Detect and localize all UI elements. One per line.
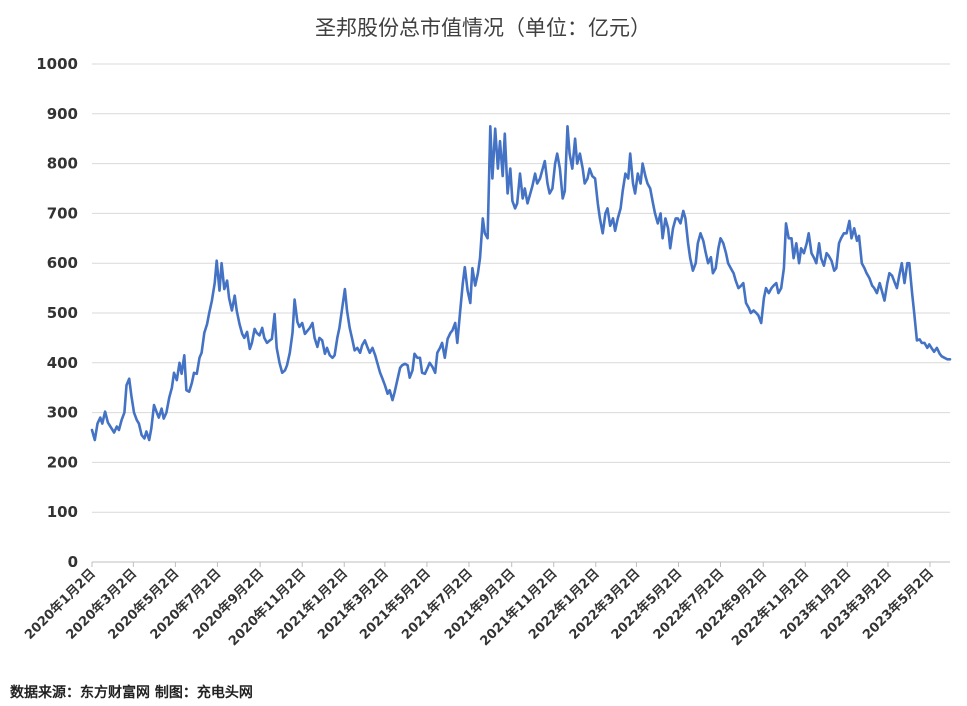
- grid: [92, 63, 950, 563]
- x-tick-label: 2021年3月2日: [314, 566, 391, 643]
- y-tick-label: 900: [47, 105, 78, 123]
- y-tick-label: 600: [47, 254, 78, 272]
- y-tick-label: 500: [47, 304, 78, 322]
- y-tick-label: 1000: [36, 55, 78, 73]
- x-tick-label: 2020年11月2日: [225, 566, 309, 650]
- market-cap-line: [90, 125, 952, 442]
- y-tick-label: 700: [47, 204, 78, 222]
- x-tick-label: 2022年7月2日: [650, 566, 727, 643]
- x-tick-label: 2022年1月2日: [525, 566, 602, 643]
- x-tick-label: 2020年5月2日: [105, 566, 182, 643]
- x-tick-label: 2022年9月2日: [693, 566, 770, 643]
- x-tick-label: 2021年11月2日: [477, 566, 561, 650]
- y-tick-label: 800: [47, 155, 78, 173]
- x-tick-label: 2020年3月2日: [63, 566, 140, 643]
- y-tick-label: 300: [47, 404, 78, 422]
- chart-title: 圣邦股份总市值情况（单位：亿元）: [315, 16, 651, 40]
- y-tick-label: 200: [47, 453, 78, 471]
- x-tick-label: 2021年7月2日: [399, 566, 476, 643]
- x-tick-label: 2023年5月2日: [860, 566, 937, 643]
- y-tick-label: 400: [47, 354, 78, 372]
- y-tick-label: 0: [68, 553, 78, 571]
- y-axis-ticks: 0 100 200 300 400 500 600 700 800 900 1000: [36, 55, 78, 571]
- x-tick-label: 2022年11月2日: [728, 566, 812, 650]
- x-tick-label: 2023年3月2日: [818, 566, 895, 643]
- x-tick-label: 2022年3月2日: [566, 566, 643, 643]
- y-tick-label: 100: [47, 503, 78, 521]
- x-tick-label: 2020年7月2日: [147, 566, 224, 643]
- x-tick-label: 2021年9月2日: [441, 566, 518, 643]
- x-tick-label: 2020年9月2日: [190, 566, 267, 643]
- source-note: 数据来源：东方财富网 制图：充电头网: [10, 684, 253, 701]
- x-tick-label: 2021年1月2日: [274, 566, 351, 643]
- x-tick-label: 2021年5月2日: [356, 566, 433, 643]
- x-tick-label: 2020年1月2日: [22, 566, 99, 643]
- x-axis-ticks: 2020年1月2日2020年3月2日2020年5月2日2020年7月2日2020…: [22, 562, 937, 649]
- x-tick-label: 2022年5月2日: [608, 566, 685, 643]
- x-tick-label: 2023年1月2日: [777, 566, 854, 643]
